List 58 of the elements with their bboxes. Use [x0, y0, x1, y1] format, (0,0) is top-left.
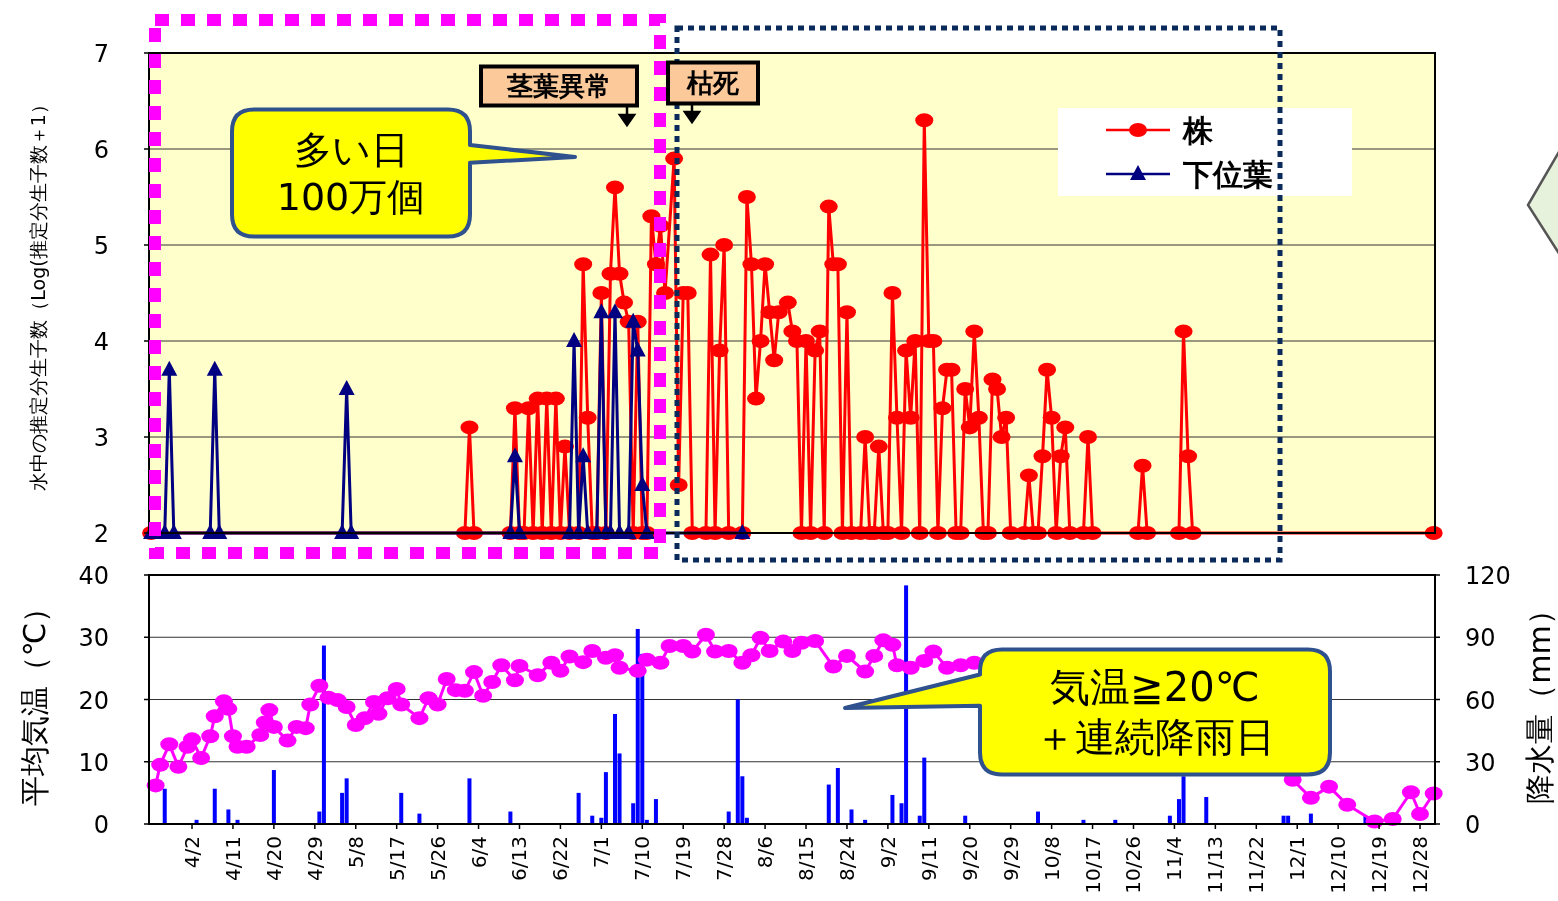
annotation: 枯死 [686, 68, 740, 99]
x-tick-label: 9/20 [957, 836, 982, 881]
x-tick-label: 8/24 [834, 836, 859, 881]
x-tick-label: 6/13 [507, 836, 532, 881]
x-tick-label: 7/1 [589, 836, 614, 869]
x-tick-label: 12/28 [1408, 836, 1433, 894]
x-tick-label: 5/8 [343, 836, 368, 869]
x-tick-label: 10/8 [1039, 836, 1064, 881]
x-tick-label: 4/11 [220, 836, 245, 881]
annotation: 気温≧20℃ ＋連続降雨日 [1035, 664, 1275, 761]
y-tick-label: 6 [93, 136, 109, 164]
y2-tick-label: 60 [1465, 686, 1496, 715]
x-tick-label: 6/4 [466, 836, 491, 869]
x-tick-label: 4/20 [261, 836, 286, 881]
y2-tick-label: 120 [1465, 562, 1511, 590]
x-tick-label: 4/29 [302, 836, 327, 881]
legend-label: 株 [1182, 113, 1214, 148]
x-tick-label: 12/10 [1326, 836, 1351, 894]
x-tick-label: 5/26 [425, 836, 450, 881]
y2-tick-label: 0 [1465, 811, 1481, 839]
legend-label: 下位葉 [1182, 157, 1273, 192]
x-tick-label: 7/19 [671, 836, 696, 881]
annotation: 多い日 100万個 [276, 127, 426, 220]
x-tick-label: 12/19 [1367, 836, 1392, 894]
y-tick-label: 2 [93, 520, 109, 548]
x-tick-label: 7/28 [712, 836, 737, 881]
x-tick-label: 10/17 [1080, 836, 1105, 894]
y-tick-label: 40 [78, 562, 109, 590]
y-tick-label: 7 [93, 40, 109, 68]
y2-axis-title: 降水量（mm） [1522, 595, 1557, 804]
y-axis-title: 水中の推定分生子数（Log(推定分生子数＋1） [27, 95, 49, 491]
x-tick-label: 6/22 [548, 836, 573, 881]
x-tick-label: 4/2 [180, 836, 205, 869]
x-tick-label: 9/29 [998, 836, 1023, 881]
y-axis-title: 平均気温（℃） [17, 592, 52, 807]
annotation-callout: 多い日 100万個 [230, 107, 577, 239]
x-tick-label: 8/6 [753, 836, 778, 869]
y-tick-label: 5 [93, 232, 109, 260]
y-tick-label: 4 [93, 328, 109, 356]
x-tick-label: 8/15 [794, 836, 819, 881]
y-tick-label: 20 [78, 686, 109, 715]
y-tick-label: 10 [78, 748, 109, 777]
y2-tick-label: 90 [1465, 624, 1496, 653]
y-tick-label: 30 [78, 624, 109, 653]
x-tick-label: 11/4 [1162, 836, 1187, 881]
x-tick-label: 9/11 [916, 836, 941, 881]
x-tick-label: 12/1 [1285, 836, 1310, 881]
annotation-callout: 気温≧20℃ ＋連続降雨日 [843, 647, 1332, 777]
y2-tick-label: 30 [1465, 748, 1496, 777]
x-tick-label: 7/10 [630, 836, 655, 881]
y-tick-label: 0 [93, 811, 109, 839]
x-tick-label: 9/2 [875, 836, 900, 869]
x-tick-label: 11/22 [1244, 836, 1269, 894]
x-tick-label: 11/13 [1203, 836, 1228, 894]
annotation: 茎葉異常 [506, 71, 611, 102]
y-tick-label: 3 [93, 424, 109, 452]
x-tick-label: 10/26 [1121, 836, 1146, 894]
x-tick-label: 5/17 [384, 836, 409, 881]
